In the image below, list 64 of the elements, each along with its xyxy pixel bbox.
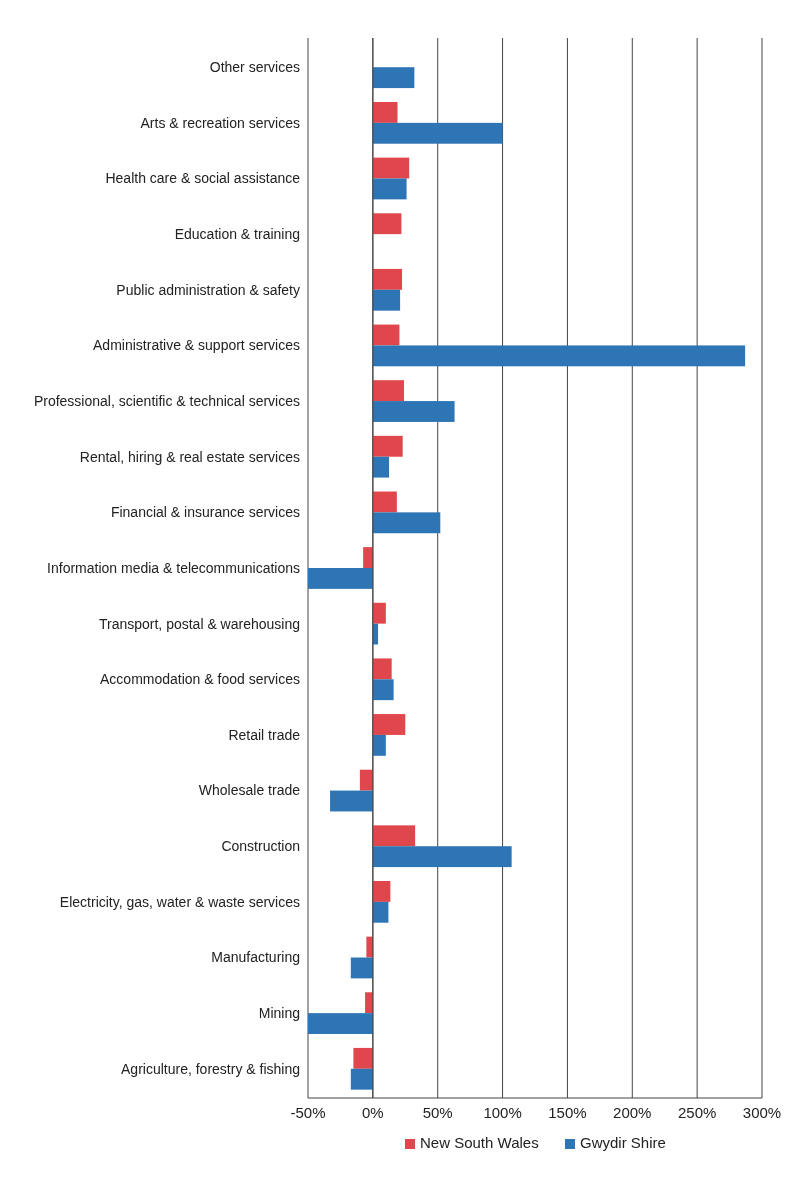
bar xyxy=(372,101,398,123)
bar xyxy=(372,456,390,478)
bar xyxy=(372,380,404,402)
bar xyxy=(366,936,373,958)
y-tick-label: Information media & telecommunications xyxy=(47,559,300,576)
bar xyxy=(372,213,402,235)
y-tick-label: Public administration & safety xyxy=(116,281,300,298)
bar xyxy=(308,1013,373,1035)
bar xyxy=(372,714,406,735)
y-tick-label: Agriculture, forestry & fishing xyxy=(121,1060,300,1077)
y-tick-label: Construction xyxy=(221,838,300,855)
y-tick-label: Electricity, gas, water & waste services xyxy=(59,893,300,910)
y-tick-label: Arts & recreation services xyxy=(140,114,300,131)
legend-label: Gwydir Shire xyxy=(580,1134,666,1151)
bar xyxy=(372,178,407,200)
bar xyxy=(372,435,403,457)
y-tick-label: Wholesale trade xyxy=(198,782,301,799)
y-tick-label: Mining xyxy=(258,1005,300,1022)
bar xyxy=(365,992,373,1014)
y-tick-label: Accommodation & food services xyxy=(100,671,300,688)
y-tick-label: Health care & social assistance xyxy=(105,170,301,187)
x-tick-label: 100% xyxy=(483,1104,522,1121)
x-tick-label: 50% xyxy=(422,1104,453,1121)
bar xyxy=(372,401,455,422)
bar xyxy=(372,324,400,346)
bar xyxy=(372,345,746,367)
bar xyxy=(372,846,512,868)
bar xyxy=(372,289,401,311)
x-tick-label: 300% xyxy=(742,1104,782,1121)
y-tick-label: Administrative & support services xyxy=(93,337,300,354)
bar xyxy=(308,568,373,589)
y-tick-label: Rental, hiring & real estate services xyxy=(79,448,300,465)
x-tick-label: 0% xyxy=(362,1104,384,1121)
bar xyxy=(372,880,391,902)
bar xyxy=(350,1068,373,1090)
bar xyxy=(372,157,410,179)
bar xyxy=(330,790,373,812)
x-tick-label: 200% xyxy=(613,1104,652,1121)
bar xyxy=(372,602,386,624)
bar xyxy=(372,268,403,290)
x-tick-label: -50% xyxy=(290,1104,326,1121)
y-tick-label: Professional, scientific & technical services xyxy=(33,392,300,409)
y-tick-label: Manufacturing xyxy=(211,949,300,966)
bar xyxy=(359,769,373,791)
y-tick-label: Financial & insurance services xyxy=(110,504,300,521)
bar xyxy=(372,512,441,534)
bar xyxy=(372,122,503,144)
bar xyxy=(363,547,373,568)
y-tick-label: Retail trade xyxy=(228,726,301,743)
bar xyxy=(372,679,394,701)
bar xyxy=(353,1047,373,1069)
bar xyxy=(372,658,392,680)
bar xyxy=(372,901,389,923)
x-tick-label: 250% xyxy=(677,1104,717,1121)
bar xyxy=(372,491,397,513)
y-tick-label: Transport, postal & warehousing xyxy=(98,615,300,632)
y-tick-label: Other services xyxy=(209,59,300,76)
bar xyxy=(372,825,416,847)
bar xyxy=(372,734,386,756)
legend-label: New South Wales xyxy=(420,1134,539,1151)
bar xyxy=(350,957,373,979)
y-tick-label: Education & training xyxy=(174,226,300,243)
bar xyxy=(372,67,415,89)
x-tick-label: 150% xyxy=(548,1104,587,1121)
